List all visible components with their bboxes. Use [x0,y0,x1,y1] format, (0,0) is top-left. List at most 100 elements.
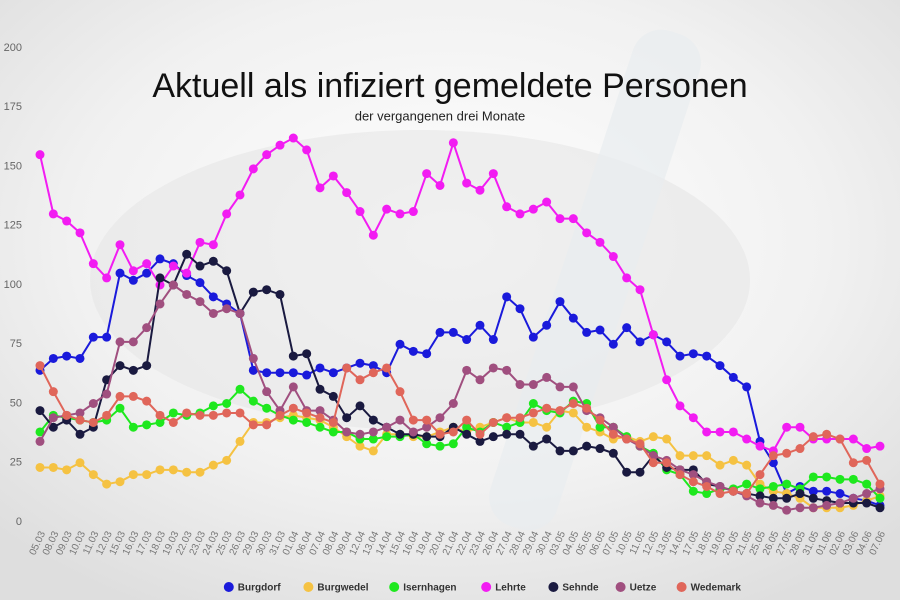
data-point [155,465,165,475]
data-point [395,209,405,219]
data-point [542,320,552,330]
data-point [168,261,178,271]
data-point [195,278,205,288]
data-point [475,320,485,330]
data-point [488,432,498,442]
data-point [235,384,245,394]
data-point [755,470,765,480]
data-point [248,353,258,363]
data-point [715,427,725,437]
data-point [528,399,538,408]
chart-title: Aktuell als infiziert gemeldete Personen [152,67,747,105]
data-point [142,323,152,333]
data-point [475,185,485,195]
data-point [168,280,178,290]
data-point [408,207,418,217]
data-point [102,389,112,399]
data-point [662,375,672,385]
data-point [222,266,232,276]
data-point [582,422,592,432]
data-point [382,432,392,442]
data-point [142,396,152,406]
legend-marker [389,582,400,592]
data-point [782,448,792,458]
data-point [555,446,565,456]
data-point [848,474,858,484]
data-point [222,209,232,219]
data-point [595,422,605,432]
data-point [248,396,258,406]
y-tick-label: 125 [4,220,22,232]
data-point [502,365,512,375]
data-point [168,417,178,427]
data-point [782,505,792,515]
data-point [35,150,45,160]
data-point [155,273,165,283]
data-point [368,427,378,437]
data-point [515,209,525,219]
data-point [75,228,85,238]
data-point [688,470,698,480]
data-point [302,145,312,155]
data-point [75,353,85,363]
background-shape [489,29,701,531]
y-tick-label: 150 [4,160,22,172]
data-point [502,429,512,439]
data-point [328,391,338,401]
data-point [742,434,752,444]
data-point [222,455,232,465]
data-point [542,372,552,382]
data-point [795,503,805,513]
data-point [755,441,765,451]
data-point [302,349,312,359]
data-point [555,297,565,307]
data-point [88,399,98,408]
data-point [302,408,312,418]
data-point [742,460,752,470]
data-point [142,361,152,371]
data-point [208,292,218,302]
data-point [835,474,845,484]
data-point [768,500,778,510]
data-point [848,458,858,468]
data-point [568,399,578,408]
data-point [395,415,405,425]
data-point [475,429,485,439]
data-point [862,444,872,454]
data-point [195,237,205,247]
data-point [48,387,58,397]
data-point [502,202,512,212]
data-point [515,380,525,390]
data-point [208,410,218,420]
data-point [808,493,818,503]
data-point [528,441,538,451]
data-point [155,254,165,264]
data-point [142,259,152,269]
data-point [822,429,832,439]
data-point [662,337,672,347]
data-point [568,214,578,224]
data-point [288,368,298,378]
data-point [328,427,338,437]
data-point [48,209,58,219]
data-point [315,363,325,373]
data-point [875,493,885,503]
data-point [302,417,312,427]
data-point [128,365,138,375]
data-point [115,391,125,401]
data-point [142,420,152,430]
data-point [702,427,712,437]
data-point [262,387,272,397]
data-point [422,422,432,432]
data-point [435,413,445,423]
data-point [822,486,832,496]
data-point [475,375,485,385]
data-point [635,467,645,477]
data-point [62,351,72,361]
data-point [528,408,538,418]
data-point [275,289,285,299]
data-point [595,444,605,454]
data-point [248,164,258,174]
data-point [422,169,432,179]
data-point [355,207,365,217]
